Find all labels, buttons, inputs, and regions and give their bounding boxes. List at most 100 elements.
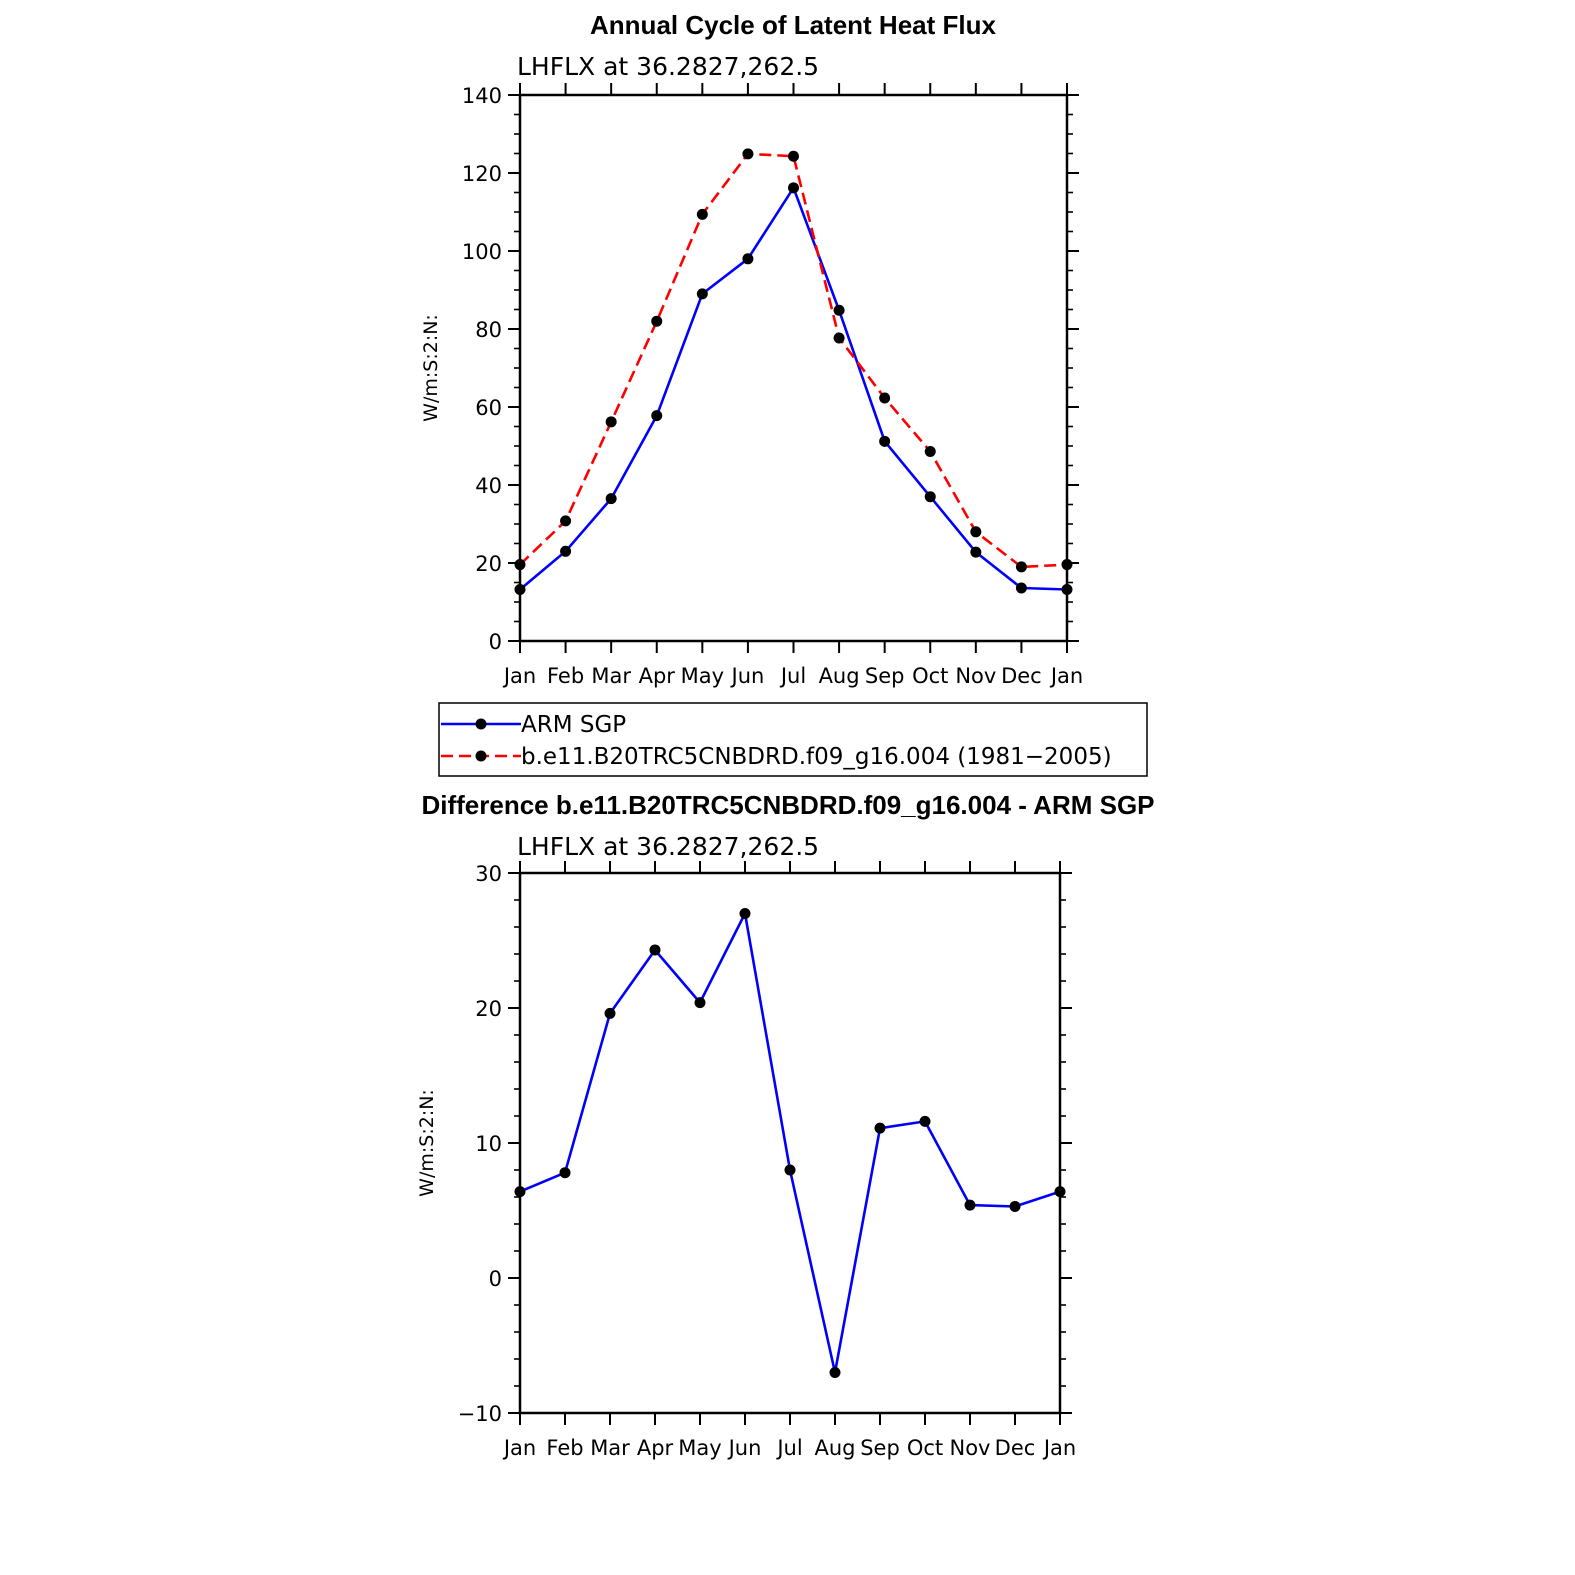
data-point (695, 997, 706, 1008)
data-point (925, 491, 936, 502)
data-point (830, 1367, 841, 1378)
data-point (650, 944, 661, 955)
x-tick-label: Apr (637, 1436, 674, 1460)
y-tick-label: 140 (462, 84, 502, 108)
data-point (515, 559, 526, 570)
legend-entry: ARM SGP (521, 712, 626, 738)
x-tick-label: Feb (547, 664, 584, 688)
data-point (879, 393, 890, 404)
legend: ARM SGP b.e11.B20TRC5CNBDRD.f09_g16.004 (… (439, 703, 1147, 776)
x-tick-label: Sep (865, 664, 905, 688)
data-point (606, 493, 617, 504)
y-tick-label: 0 (489, 1267, 502, 1291)
chart-subtitle: LHFLX at 36.2827,262.5 (517, 52, 819, 81)
y-tick-label: 100 (462, 240, 502, 264)
data-point (879, 436, 890, 447)
y-tick-label: −10 (458, 1402, 502, 1426)
y-tick-label: 30 (475, 862, 502, 886)
data-point (515, 1186, 526, 1197)
x-tick-label: Apr (639, 664, 676, 688)
x-tick-label: Dec (1001, 664, 1042, 688)
x-tick-label: Mar (591, 664, 631, 688)
data-point (785, 1165, 796, 1176)
data-point (697, 288, 708, 299)
data-point (651, 316, 662, 327)
data-point (1016, 582, 1027, 593)
data-point (651, 410, 662, 421)
series-line (520, 188, 1067, 590)
data-point (560, 1167, 571, 1178)
x-tick-label: Jan (1042, 1436, 1076, 1460)
chart-title: Difference b.e11.B20TRC5CNBDRD.f09_g16.0… (421, 790, 1154, 820)
data-point (1016, 561, 1027, 572)
y-axis-label: W/m:S:2:N: (420, 314, 442, 422)
data-point (925, 446, 936, 457)
x-tick-label: Mar (590, 1436, 630, 1460)
data-point (560, 546, 571, 557)
data-point (965, 1200, 976, 1211)
data-point (1062, 584, 1073, 595)
data-point (834, 332, 845, 343)
data-point (788, 182, 799, 193)
axis-ticks: −10 0 10 20 30 Jan Feb Mar Apr May Jun Jul Aug Sep Oct… (458, 861, 1077, 1460)
data-point (742, 148, 753, 159)
plot-frame (520, 873, 1060, 1413)
chart-subtitle: LHFLX at 36.2827,262.5 (517, 832, 819, 861)
y-axis-label: W/m:S:2:N: (416, 1089, 438, 1197)
x-tick-label: May (681, 664, 724, 688)
legend-marker (476, 751, 487, 762)
data-point (697, 209, 708, 220)
chart-panel-difference: Difference b.e11.B20TRC5CNBDRD.f09_g16.0… (416, 790, 1155, 1460)
x-tick-label: Dec (995, 1436, 1036, 1460)
data-point (920, 1116, 931, 1127)
y-tick-label: 40 (475, 474, 502, 498)
data-point (1055, 1186, 1066, 1197)
series-layer (515, 908, 1066, 1378)
series-line (520, 914, 1060, 1373)
data-point (560, 515, 571, 526)
y-tick-label: 0 (489, 630, 502, 654)
legend-marker (476, 719, 487, 730)
data-point (970, 526, 981, 537)
data-point (834, 305, 845, 316)
x-tick-label: Oct (907, 1436, 943, 1460)
data-point (740, 908, 751, 919)
x-tick-label: Aug (814, 1436, 855, 1460)
y-tick-label: 10 (475, 1132, 502, 1156)
data-point (742, 253, 753, 264)
x-tick-label: Oct (912, 664, 948, 688)
x-tick-label: Jun (730, 664, 765, 688)
chart-title: Annual Cycle of Latent Heat Flux (590, 10, 996, 40)
series-layer (515, 148, 1073, 595)
chart-panel-annual-cycle: Annual Cycle of Latent Heat Flux LHFLX a… (420, 10, 1147, 776)
data-point (970, 547, 981, 558)
data-point (606, 416, 617, 427)
x-tick-label: Nov (955, 664, 996, 688)
y-tick-label: 20 (475, 552, 502, 576)
data-point (605, 1008, 616, 1019)
x-tick-label: Sep (860, 1436, 900, 1460)
data-point (1062, 559, 1073, 570)
series-line (520, 154, 1067, 567)
y-tick-label: 20 (475, 997, 502, 1021)
y-tick-label: 120 (462, 162, 502, 186)
legend-entry: b.e11.B20TRC5CNBDRD.f09_g16.004 (1981−20… (521, 744, 1112, 770)
x-tick-label: Feb (546, 1436, 583, 1460)
y-tick-label: 80 (475, 318, 502, 342)
x-tick-label: Jun (727, 1436, 762, 1460)
x-tick-label: Jul (779, 664, 806, 688)
y-tick-label: 60 (475, 396, 502, 420)
x-tick-label: Jan (502, 1436, 536, 1460)
x-tick-label: Aug (819, 664, 860, 688)
data-point (875, 1123, 886, 1134)
x-tick-label: May (678, 1436, 721, 1460)
axis-ticks: 0 20 40 60 80 100 120 140 Jan Feb Mar Apr May Jun Jul A… (462, 83, 1083, 688)
x-tick-label: Jan (1049, 664, 1083, 688)
data-point (788, 151, 799, 162)
data-point (1010, 1201, 1021, 1212)
x-tick-label: Jul (775, 1436, 802, 1460)
x-tick-label: Jan (502, 664, 536, 688)
x-tick-label: Nov (950, 1436, 991, 1460)
data-point (515, 584, 526, 595)
